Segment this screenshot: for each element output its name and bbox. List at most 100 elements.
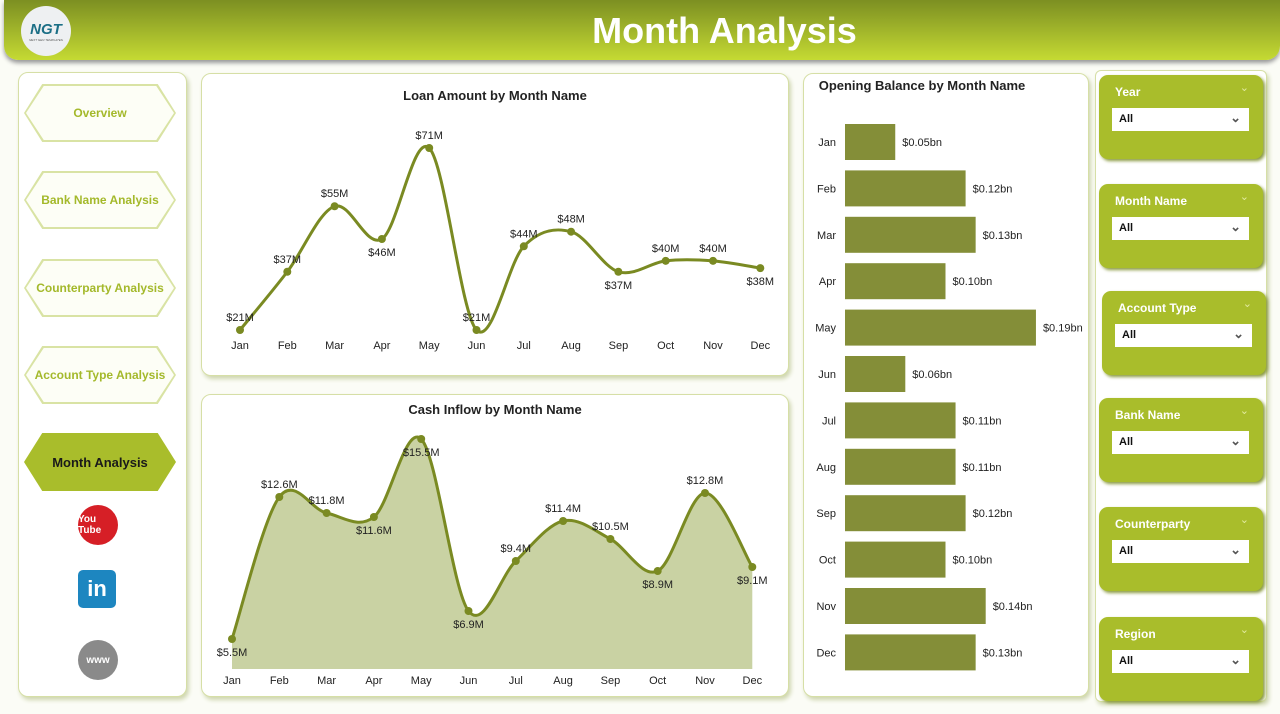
data-label: $71M xyxy=(415,130,443,142)
x-tick-label: Dec xyxy=(751,340,771,352)
filter-label: Region xyxy=(1115,627,1156,641)
nav-counterparty-analysis[interactable]: Counterparty Analysis xyxy=(24,259,176,317)
social-label: www xyxy=(86,654,110,666)
filter-dropdown[interactable]: All ⌄ xyxy=(1112,650,1249,673)
dropdown-value: All xyxy=(1119,113,1134,125)
linkedin-icon[interactable]: in xyxy=(78,570,116,608)
logo-text: NGT xyxy=(30,20,62,38)
logo-subtext: NEXT GEN TEMPLATES xyxy=(29,37,63,42)
chevron-down-icon: ⌄ xyxy=(1230,652,1241,667)
filter-dropdown[interactable]: All ⌄ xyxy=(1112,540,1249,563)
bar xyxy=(845,448,956,485)
chevron-down-icon[interactable]: ⌄ xyxy=(1242,298,1252,310)
data-point xyxy=(653,567,662,575)
x-tick-label: Dec xyxy=(743,675,763,687)
data-label: $0.13bn xyxy=(983,647,1023,659)
data-label: $37M xyxy=(274,254,302,266)
nav-overview[interactable]: Overview xyxy=(24,84,176,142)
data-label: $46M xyxy=(368,247,396,259)
x-tick-label: Apr xyxy=(373,340,390,352)
x-tick-label: Sep xyxy=(601,675,621,687)
bar xyxy=(845,541,946,578)
data-label: $9.1M xyxy=(737,575,768,587)
data-point xyxy=(614,267,623,276)
data-point xyxy=(464,607,473,615)
y-tick-label: Feb xyxy=(817,183,836,195)
bar xyxy=(845,170,966,207)
y-tick-label: Aug xyxy=(816,462,836,474)
data-point xyxy=(228,635,236,643)
data-point xyxy=(606,535,615,543)
x-tick-label: Feb xyxy=(270,675,289,687)
y-tick-label: Mar xyxy=(817,230,836,242)
y-tick-label: Apr xyxy=(819,276,836,288)
nav-account-type-analysis[interactable]: Account Type Analysis xyxy=(24,346,176,404)
chevron-down-icon[interactable]: ⌄ xyxy=(1239,624,1249,636)
data-label: $0.13bn xyxy=(983,230,1023,242)
balance-bar-chart: Jan $0.05bn Feb $0.12bn Mar $0.13bn Apr $0.10bn… xyxy=(815,124,1083,671)
x-tick-label: Jan xyxy=(223,675,241,687)
filter-label: Counterparty xyxy=(1115,517,1191,531)
data-label: $0.05bn xyxy=(902,137,942,149)
data-label: $48M xyxy=(557,214,585,226)
data-label: $11.4M xyxy=(545,503,581,515)
data-point xyxy=(519,242,528,251)
data-label: $55M xyxy=(321,188,349,200)
filter-dropdown[interactable]: All ⌄ xyxy=(1112,217,1249,240)
bar xyxy=(845,402,956,439)
data-label: $0.06bn xyxy=(912,369,952,381)
data-label: $44M xyxy=(510,228,538,240)
y-tick-label: Jul xyxy=(822,415,836,427)
filter-region: Region ⌄ All ⌄ xyxy=(1099,617,1263,701)
chart-title: Cash Inflow by Month Name xyxy=(408,402,582,417)
cash-area-chart: $5.5M Jan $12.6M Feb $11.8M Mar $11.6M Apr $15.5… xyxy=(217,435,768,687)
chart-title: Loan Amount by Month Name xyxy=(403,88,587,103)
logo: NGT NEXT GEN TEMPLATES xyxy=(21,6,71,56)
data-label: $21M xyxy=(463,312,491,324)
cash-chart-panel: Cash Inflow by Month Name $5.5M Jan $12.6M… xyxy=(201,394,789,697)
chevron-down-icon: ⌄ xyxy=(1233,326,1244,341)
social-label: You Tube xyxy=(78,514,102,536)
y-tick-label: Sep xyxy=(816,508,836,520)
data-point xyxy=(511,557,520,565)
x-tick-label: Jun xyxy=(468,340,486,352)
nav-month-analysis[interactable]: Month Analysis xyxy=(24,433,176,491)
data-label: $40M xyxy=(652,243,680,255)
filter-dropdown[interactable]: All ⌄ xyxy=(1112,108,1249,131)
youtube-icon[interactable]: You Tube xyxy=(78,505,118,545)
data-point xyxy=(756,264,765,273)
data-label: $12.8M xyxy=(687,475,724,487)
filter-dropdown[interactable]: All ⌄ xyxy=(1112,431,1249,454)
chevron-down-icon[interactable]: ⌄ xyxy=(1239,405,1249,417)
bar xyxy=(845,309,1036,346)
chevron-down-icon: ⌄ xyxy=(1230,542,1241,557)
dropdown-value: All xyxy=(1119,436,1134,448)
chevron-down-icon[interactable]: ⌄ xyxy=(1239,82,1249,94)
x-tick-label: Mar xyxy=(325,340,344,352)
data-label: $5.5M xyxy=(217,647,248,659)
data-label: $21M xyxy=(226,312,254,324)
data-point xyxy=(283,267,292,276)
x-tick-label: Feb xyxy=(278,340,297,352)
nav-bank-name-analysis[interactable]: Bank Name Analysis xyxy=(24,171,176,229)
x-tick-label: Nov xyxy=(695,675,715,687)
bar xyxy=(845,495,966,532)
globe-icon[interactable]: www xyxy=(78,640,118,680)
chevron-down-icon[interactable]: ⌄ xyxy=(1239,191,1249,203)
data-point xyxy=(417,435,426,443)
bar xyxy=(845,634,976,671)
data-label: $11.6M xyxy=(356,525,392,537)
data-point xyxy=(369,513,378,521)
data-label: $0.12bn xyxy=(973,508,1013,520)
data-label: $37M xyxy=(605,280,633,292)
chevron-down-icon: ⌄ xyxy=(1230,219,1241,234)
data-point xyxy=(236,326,244,334)
bar xyxy=(845,263,946,300)
data-point xyxy=(709,256,717,265)
data-label: $0.10bn xyxy=(953,276,993,288)
filter-dropdown[interactable]: All ⌄ xyxy=(1115,324,1252,347)
x-tick-label: Oct xyxy=(657,340,674,352)
data-label: $6.9M xyxy=(453,619,484,631)
chevron-down-icon[interactable]: ⌄ xyxy=(1239,514,1249,526)
x-tick-label: Apr xyxy=(365,675,382,687)
